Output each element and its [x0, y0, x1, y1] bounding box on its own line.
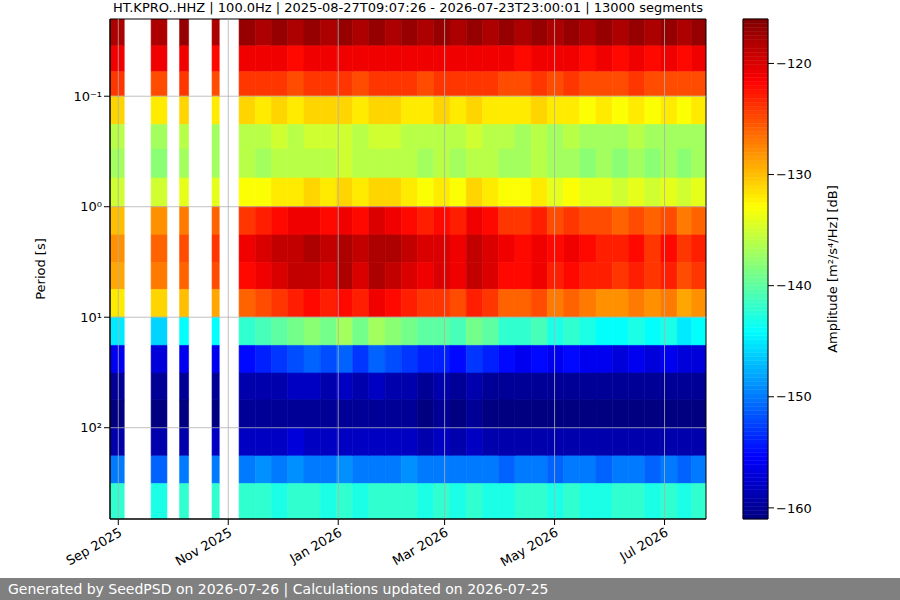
html-text:HT.KPRO..HHZ | 100.0Hz | 2025-: HT.KPRO..HHZ | 100.0Hz | 2025-08-27T09:0…: [113, 0, 703, 15]
svg-text:−160: −160: [776, 501, 812, 516]
svg-text:Jan 2026: Jan 2026: [286, 525, 344, 567]
svg-text:10⁻¹: 10⁻¹: [73, 89, 102, 104]
svg-text:May 2026: May 2026: [498, 525, 561, 570]
svg-text:Sep 2025: Sep 2025: [63, 525, 124, 569]
svg-text:Mar 2026: Mar 2026: [390, 525, 451, 569]
svg-text:Jul 2026: Jul 2026: [616, 525, 670, 565]
svg-text:Period [s]: Period [s]: [33, 238, 48, 300]
svg-text:−150: −150: [776, 389, 812, 404]
svg-text:−130: −130: [776, 167, 812, 182]
svg-text:10⁰: 10⁰: [80, 199, 102, 214]
svg-text:10²: 10²: [80, 420, 102, 435]
html-text:Generated by SeedPSD on 2026-0: Generated by SeedPSD on 2026-07-26 | Cal…: [8, 581, 549, 597]
html-text:Amplitude [m²/s⁴/Hz] [dB]: Amplitude [m²/s⁴/Hz] [dB]: [824, 185, 840, 353]
svg-text:−120: −120: [776, 56, 812, 71]
svg-text:Nov 2025: Nov 2025: [173, 525, 235, 569]
svg-text:−140: −140: [776, 278, 812, 293]
svg-text:10¹: 10¹: [80, 310, 102, 325]
